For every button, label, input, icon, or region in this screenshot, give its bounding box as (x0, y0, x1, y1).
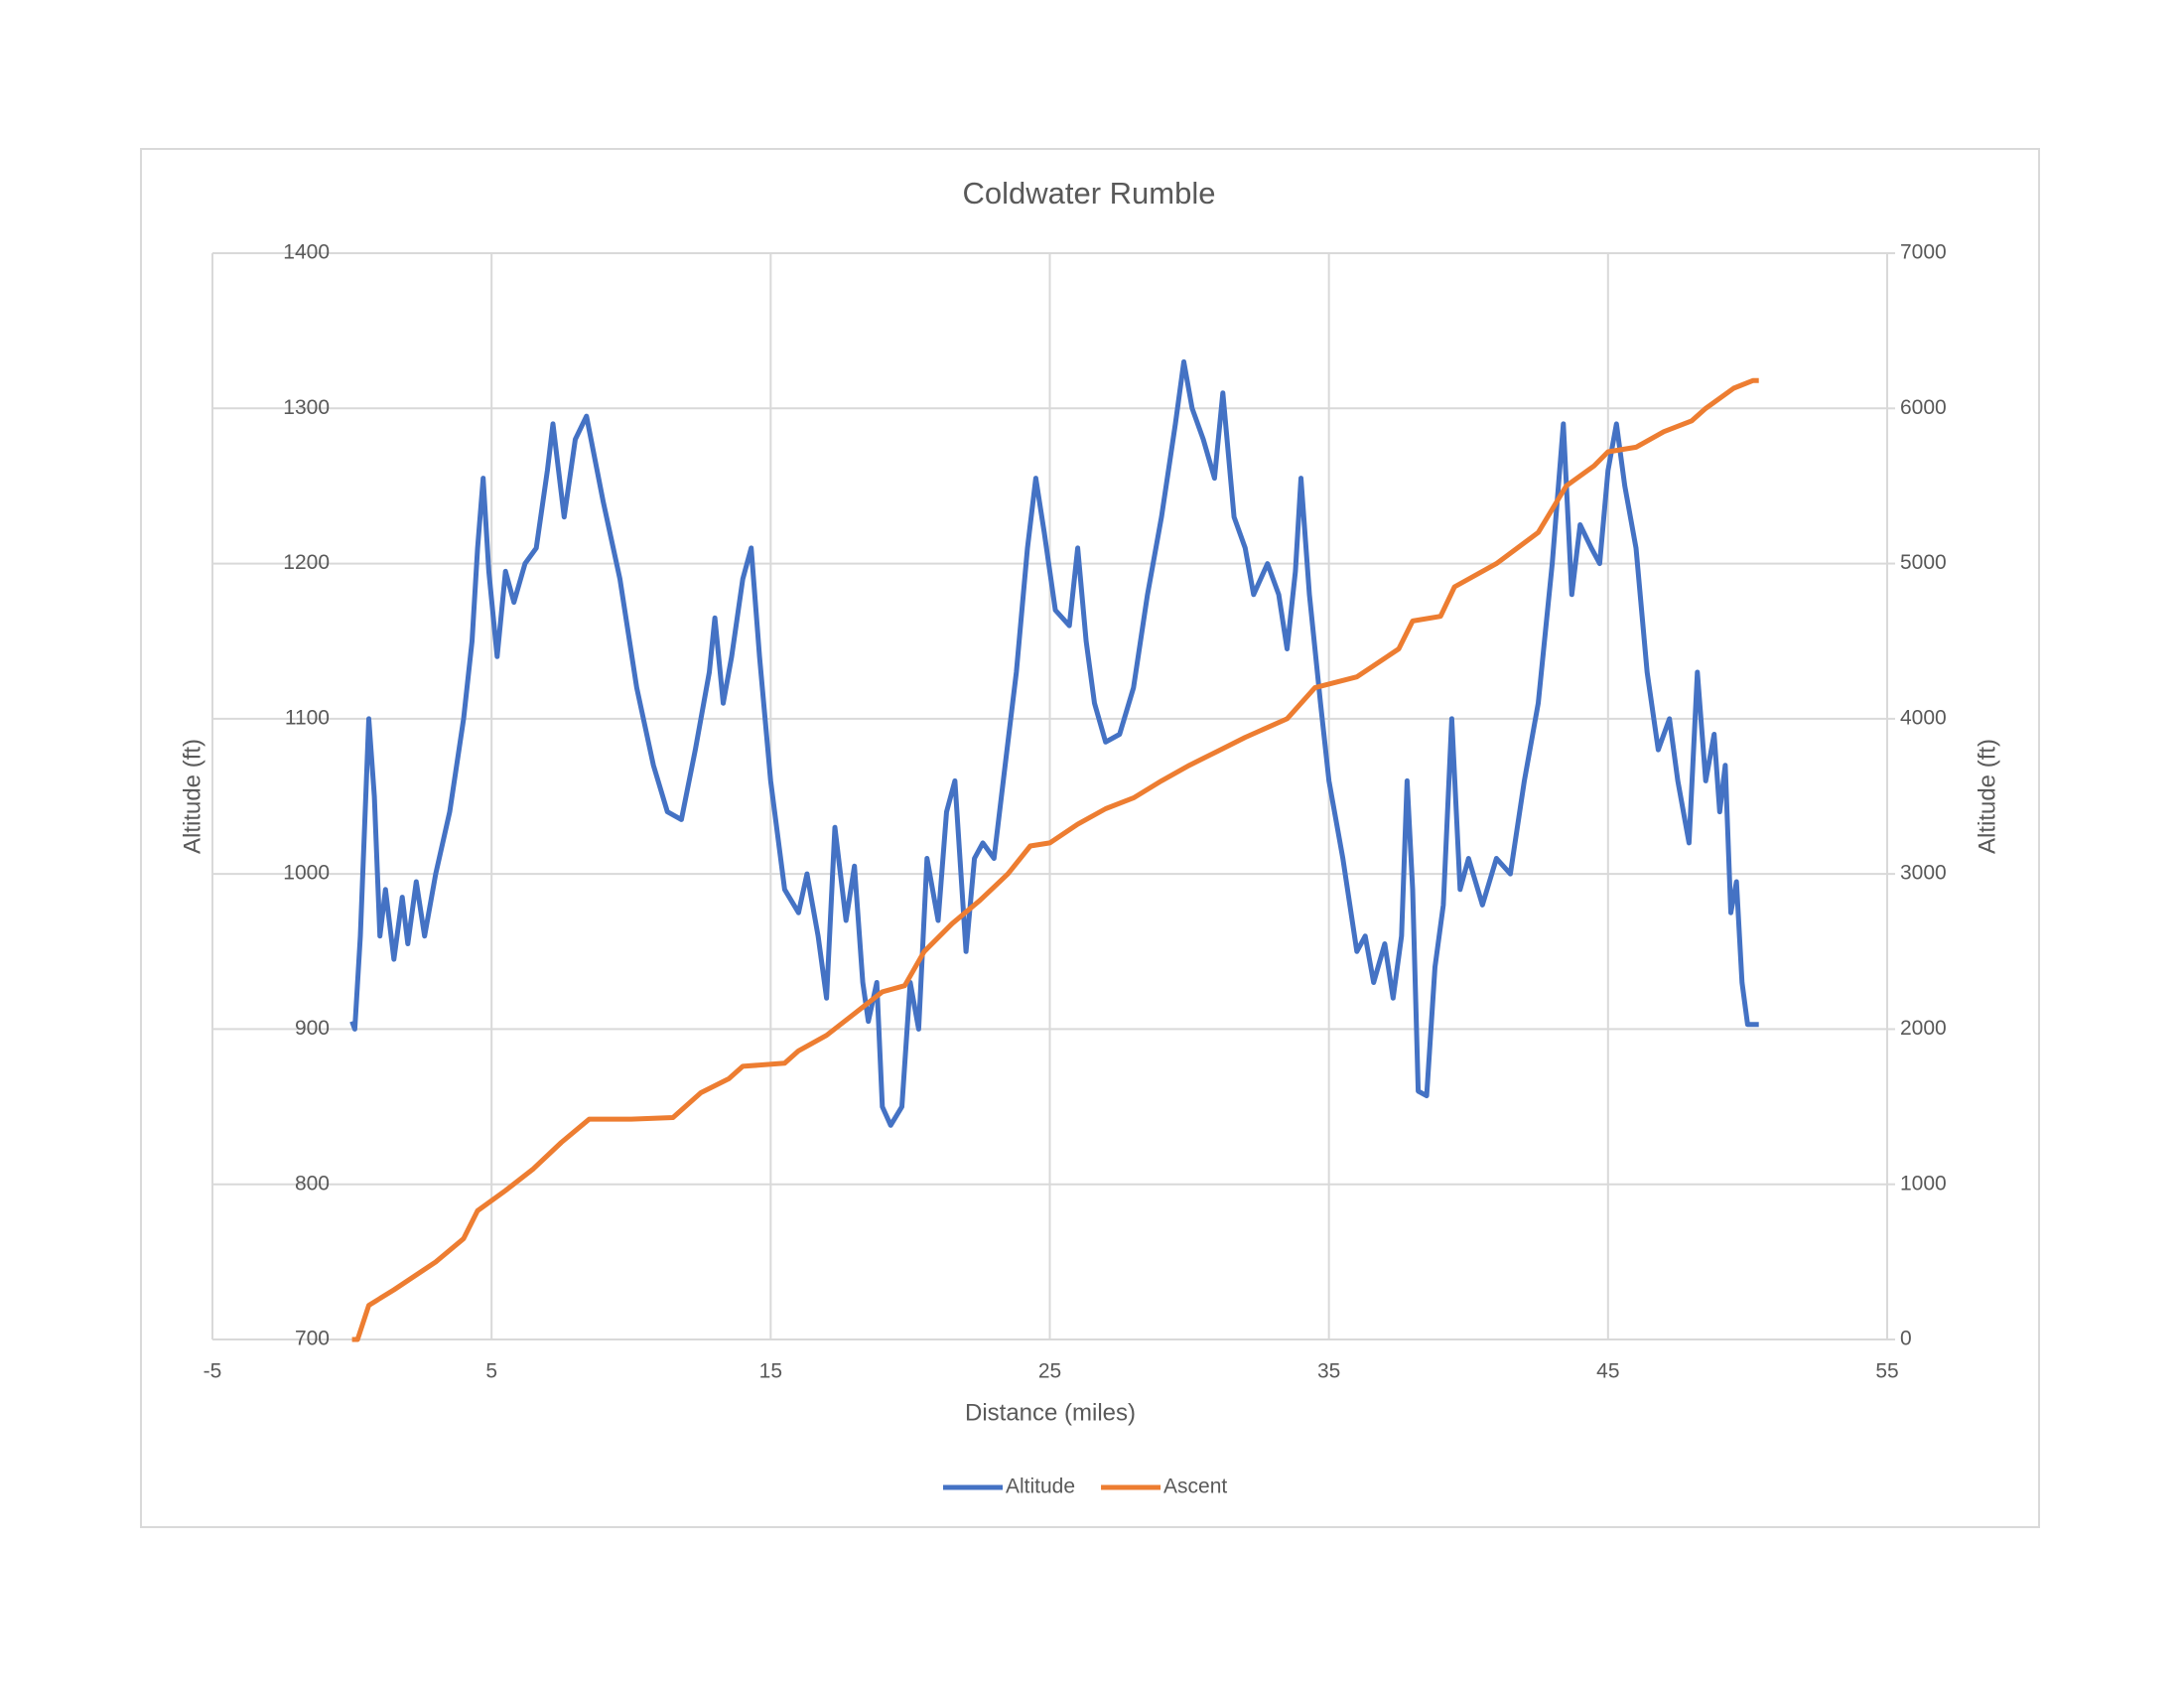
y-tick-label: 800 (295, 1172, 330, 1195)
x-tick-label: 15 (759, 1360, 782, 1383)
y2-tick-label: 3000 (1900, 862, 1947, 885)
x-axis-label: Distance (miles) (965, 1399, 1136, 1426)
y2-tick-label: 1000 (1900, 1172, 1947, 1195)
series-line (349, 358, 1759, 1128)
series-line (351, 377, 1759, 1342)
x-tick-label: 5 (485, 1360, 497, 1383)
x-tick-label: 55 (1875, 1360, 1898, 1383)
y2-tick-label: 6000 (1900, 396, 1947, 419)
y2-tick-label: 5000 (1900, 551, 1947, 574)
y-tick-label: 1200 (283, 551, 330, 574)
x-tick-label: 25 (1038, 1360, 1061, 1383)
x-tick-label: 35 (1317, 1360, 1340, 1383)
y2-tick-label: 2000 (1900, 1017, 1947, 1040)
y-tick-label: 900 (295, 1017, 330, 1040)
y2-tick-label: 7000 (1900, 241, 1947, 264)
x-tick-label: 45 (1596, 1360, 1619, 1383)
chart-title: Coldwater Rumble (963, 176, 1216, 211)
y-tick-label: 1400 (283, 241, 330, 264)
y-tick-label: 1000 (283, 862, 330, 885)
y-axis-label: Altitude (ft) (179, 739, 205, 854)
y2-tick-label: 0 (1900, 1328, 1912, 1350)
y-tick-label: 700 (295, 1328, 330, 1350)
y2-tick-label: 4000 (1900, 706, 1947, 729)
legend-label: Ascent (1163, 1476, 1227, 1498)
y-tick-label: 1300 (283, 396, 330, 419)
chart-frame (140, 148, 2040, 1528)
x-tick-label: -5 (204, 1360, 222, 1383)
y2-axis-label: Altitude (ft) (1974, 739, 2000, 854)
legend-label: Altitude (1006, 1476, 1075, 1498)
y-tick-label: 1100 (285, 706, 330, 729)
